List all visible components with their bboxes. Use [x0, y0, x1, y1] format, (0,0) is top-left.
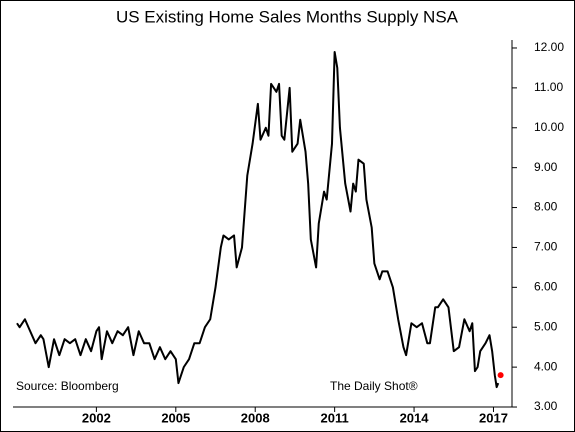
y-tick-label: 8.00	[534, 200, 558, 214]
x-tick-label: 2014	[400, 410, 430, 425]
y-tick-label: 5.00	[534, 319, 558, 333]
credit: The Daily Shot®	[330, 379, 418, 393]
y-tick-label: 4.00	[534, 359, 558, 373]
x-tick-label: 2005	[161, 410, 190, 425]
x-tick-label: 2011	[321, 410, 349, 425]
source: Source: Bloomberg	[16, 379, 119, 393]
y-tick-label: 10.00	[534, 120, 564, 134]
y-tick-label: 11.00	[534, 80, 563, 94]
y-tick-label: 9.00	[534, 160, 558, 174]
x-tick-label: 2008	[241, 410, 270, 425]
y-tick-label: 12.00	[534, 40, 564, 54]
x-tick-label: 2002	[82, 410, 111, 425]
y-tick-label: 7.00	[534, 240, 558, 254]
x-tick-label: 2017	[479, 410, 508, 425]
line-series	[16, 50, 500, 389]
y-tick-label: 6.00	[534, 280, 558, 294]
y-tick-label: 3.00	[534, 399, 558, 413]
chart-title: US Existing Home Sales Months Supply NSA	[116, 7, 459, 26]
highlight-point	[497, 372, 504, 379]
